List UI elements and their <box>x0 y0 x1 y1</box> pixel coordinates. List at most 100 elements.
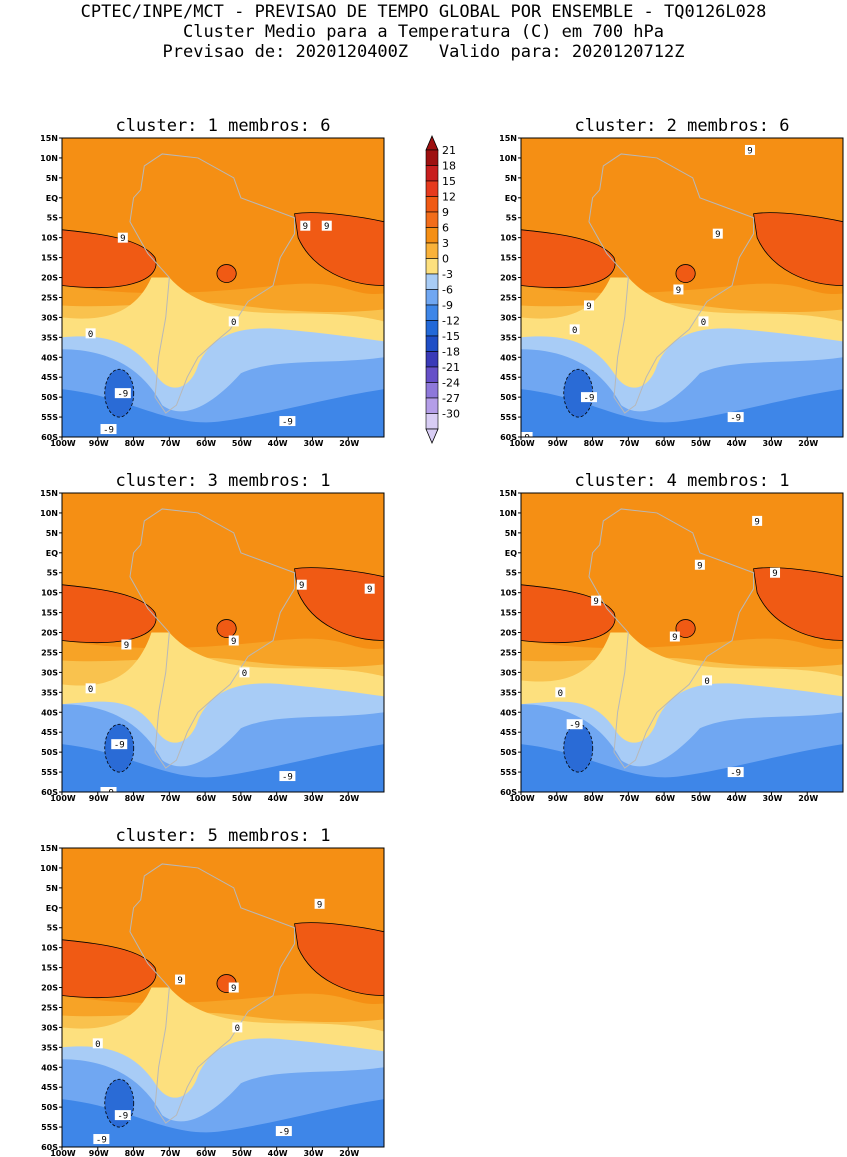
panel-title: cluster: 2 membros: 6 <box>575 116 790 136</box>
contour-label: 9 <box>231 984 236 994</box>
colorbar-swatch <box>425 227 439 244</box>
lon-tick-label: 70W <box>160 1149 180 1157</box>
lon-tick-label: 40W <box>268 1149 288 1157</box>
lon-tick-label: 60W <box>655 794 675 803</box>
colorbar-label: 21 <box>442 144 456 157</box>
contour-label: 0 <box>88 685 93 695</box>
contour-label-box <box>100 787 117 792</box>
lat-tick-label: 60S <box>41 788 58 797</box>
lat-tick-label: 10N <box>499 154 517 163</box>
contour-label: 9 <box>177 976 182 986</box>
lon-tick-label: 100W <box>509 794 535 803</box>
colorbar-label: -21 <box>442 361 460 374</box>
lon-tick-label: 30W <box>303 794 323 803</box>
lon-tick-label: 70W <box>160 794 180 803</box>
colorbar-swatch <box>425 165 439 182</box>
contour-label-box <box>702 675 713 686</box>
colorbar-swatch <box>425 366 439 383</box>
lon-tick-label: 30W <box>762 439 782 448</box>
field-5: 9 9 9 0 0 -9 -9 -9 <box>62 848 384 1147</box>
lat-tick-label: 20S <box>500 629 517 638</box>
lat-tick-label: 55S <box>500 413 517 422</box>
contour-label: -9 <box>569 721 580 731</box>
contour-label-box <box>727 412 744 423</box>
lat-tick-label: 5N <box>46 529 58 538</box>
colorbar-label: -15 <box>442 330 460 343</box>
lat-tick-label: 15N <box>40 134 58 143</box>
contour-label-box <box>228 635 239 646</box>
map-panel-5: 9 9 9 0 0 -9 -9 -9 cluster: 5 membros: 1 15N 10N 5N… <box>40 826 385 1157</box>
lon-tick-label: 60W <box>655 439 675 448</box>
lat-tick-label: 45S <box>41 373 58 382</box>
lon-tick-label: 80W <box>125 1149 145 1157</box>
contour-label: 9 <box>747 146 752 156</box>
lat-tick-label: 55S <box>41 413 58 422</box>
colorbar-arrow-bottom <box>425 428 439 445</box>
contour-label-box <box>232 1022 243 1033</box>
lat-tick-label: 5N <box>505 174 517 183</box>
contour-label: -9 <box>117 390 128 400</box>
contour-label-box <box>583 300 594 311</box>
contour-label: 9 <box>231 637 236 647</box>
lat-tick-label: 5S <box>506 214 518 223</box>
lat-tick-label: 60S <box>500 433 517 442</box>
lat-tick-label: EQ <box>505 194 517 203</box>
field-2: 9 9 9 9 0 0 -9 -9 -9 <box>521 138 843 437</box>
map-panel-1: 9 9 9 0 0 -9 -9 -9 cluster: 1 membros: 6 15N 10N 5N… <box>40 116 385 448</box>
colorbar-swatch <box>425 149 439 166</box>
lon-tick-label: 70W <box>160 439 180 448</box>
colorbar-label: -12 <box>442 315 460 328</box>
lat-tick-label: 50S <box>41 393 58 402</box>
contour-label-box <box>300 220 311 231</box>
lon-tick-label: 80W <box>125 439 145 448</box>
cold-core <box>563 723 594 773</box>
lat-tick-label: 40S <box>41 353 58 362</box>
header-subtitle: Cluster Medio para a Temperatura (C) em … <box>182 22 665 42</box>
contour-label-box <box>114 1110 131 1121</box>
contour-label: -9 <box>730 769 741 779</box>
lat-tick-label: 5N <box>46 174 58 183</box>
lat-tick-label: 25S <box>500 293 517 302</box>
contour-label: -9 <box>114 741 125 751</box>
contour-label: 9 <box>303 222 308 232</box>
contour-label-box <box>569 324 580 335</box>
contour-label: -9 <box>103 789 114 799</box>
lat-tick-label: 35S <box>500 333 517 342</box>
contour-label: 0 <box>95 1040 100 1050</box>
lon-tick-label: 80W <box>584 439 604 448</box>
lon-tick-label: 60W <box>196 794 216 803</box>
lon-tick-label: 60W <box>196 1149 216 1157</box>
contour-label-box <box>727 767 744 778</box>
lat-tick-label: 15S <box>41 964 58 973</box>
contour-label: 9 <box>715 230 720 240</box>
contour-label-box <box>279 771 296 782</box>
colorbar-swatch <box>425 180 439 197</box>
contour-label: 9 <box>324 222 329 232</box>
lon-tick-label: 50W <box>691 794 711 803</box>
lat-tick-label: 5S <box>47 569 59 578</box>
lat-tick-label: 30S <box>41 668 58 677</box>
lat-tick-label: 20S <box>41 629 58 638</box>
field-4: 9 9 9 9 9 0 0 -9 -9 <box>521 493 843 792</box>
lat-tick-label: EQ <box>46 549 58 558</box>
colorbar-label: 0 <box>442 253 449 266</box>
lon-tick-label: 90W <box>548 439 568 448</box>
contour-label-box <box>669 631 680 642</box>
map-frame <box>61 847 385 1148</box>
lon-tick-label: 70W <box>619 439 639 448</box>
lat-tick-label: 50S <box>500 393 517 402</box>
contour-label-box <box>100 424 117 435</box>
contour-label-box <box>296 579 307 590</box>
contour-label: 9 <box>586 302 591 312</box>
lat-tick-label: 45S <box>500 373 517 382</box>
band-minus9 <box>62 744 384 792</box>
contour-label-box <box>228 982 239 993</box>
colorbar-swatch <box>425 258 439 275</box>
lon-tick-label: 50W <box>232 1149 252 1157</box>
colorbar-swatch <box>425 413 439 430</box>
lat-tick-label: 30S <box>41 313 58 322</box>
hot-cell-west <box>521 229 616 288</box>
contour-label-box <box>92 1038 103 1049</box>
contour-label-box <box>93 1134 110 1145</box>
